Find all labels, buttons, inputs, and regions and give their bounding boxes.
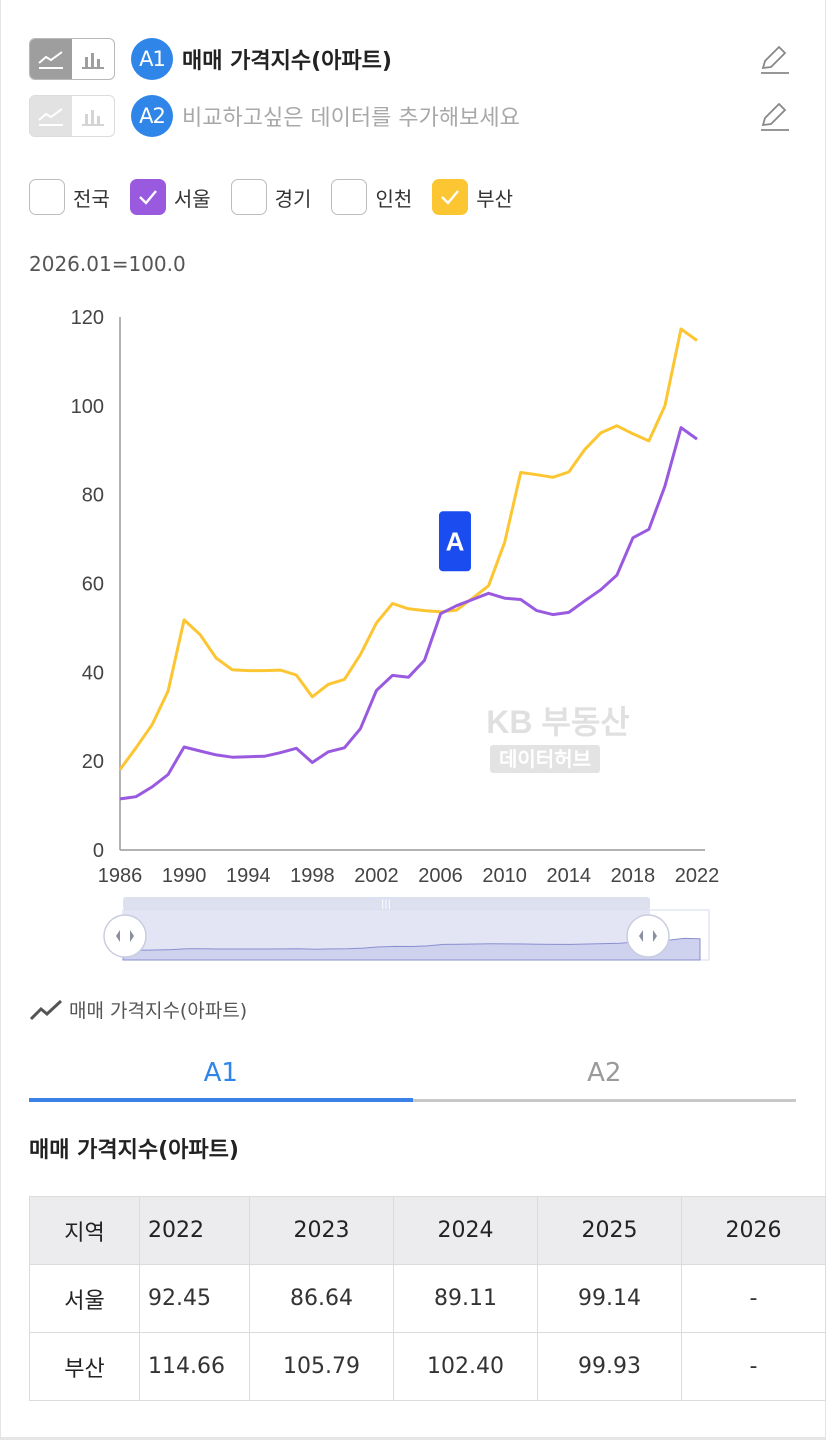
series-row-a2: A2 비교하고싶은 데이터를 추가해보세요 (29, 95, 520, 137)
region-label: 전국 (73, 186, 110, 211)
event-marker-label: A (446, 526, 465, 556)
y-tick-label: 100 (71, 396, 104, 418)
check-icon (441, 190, 460, 205)
y-tick-label: 20 (82, 751, 104, 773)
line-chart-icon[interactable] (30, 96, 72, 136)
cell-region: 부산 (29, 1332, 140, 1401)
region-incheon[interactable]: 인천 (331, 179, 412, 215)
region-filter: 전국 서울 경기 인천 부산 (29, 179, 533, 215)
watermark-logo-text: KB 부동산 (486, 704, 629, 740)
y-tick-label: 60 (82, 574, 104, 596)
checkbox[interactable] (230, 179, 267, 215)
watermark-sub-text: 데이터허브 (499, 748, 591, 771)
chart-type-toggle-a2[interactable] (29, 95, 115, 137)
pencil-icon (761, 102, 789, 131)
check-icon (138, 190, 157, 205)
region-nationwide[interactable]: 전국 (29, 179, 110, 215)
chart-type-toggle-a1[interactable] (29, 38, 115, 80)
cell-value: 99.14 (537, 1264, 682, 1333)
bar-chart-icon[interactable] (72, 39, 114, 79)
y-tick-label: 120 (71, 307, 104, 329)
table-title: 매매 가격지수(아파트) (29, 1138, 239, 1163)
x-tick-label: 2014 (547, 865, 592, 887)
cell-value: 92.45 (139, 1264, 250, 1333)
x-tick-label: 1990 (162, 865, 207, 887)
series-badge-a2: A2 (131, 95, 173, 137)
range-handle-left[interactable] (103, 914, 147, 958)
x-tick-label: 2022 (675, 865, 720, 887)
checkbox-checked[interactable] (432, 179, 469, 215)
y-tick-label: 80 (82, 485, 104, 507)
region-label: 경기 (274, 186, 312, 211)
watermark: KB 부동산 데이터허브 (486, 704, 630, 773)
header-year: 2025 (537, 1196, 682, 1265)
legend-label: 매매 가격지수(아파트) (69, 1000, 248, 1022)
x-tick-label: 2006 (418, 865, 463, 887)
y-tick-label: 0 (93, 840, 104, 862)
range-handle-right[interactable] (626, 914, 670, 958)
region-label: 서울 (173, 186, 211, 211)
tab-a1[interactable]: A1 (29, 1052, 413, 1102)
cell-value: 105.79 (249, 1332, 394, 1401)
series-label-a1[interactable]: 매매 가격지수(아파트) (182, 49, 392, 74)
x-tick-label: 1998 (290, 865, 335, 887)
region-busan[interactable]: 부산 (432, 179, 513, 215)
table-tabs: A1 A2 (29, 1052, 796, 1102)
tab-a2[interactable]: A2 (412, 1052, 796, 1102)
cell-value: 99.93 (537, 1332, 682, 1401)
x-tick-label: 1986 (98, 865, 143, 887)
line-chart-icon[interactable] (30, 39, 72, 79)
table-header-row: 지역 2022 2023 2024 2025 2026 (29, 1196, 826, 1265)
checkbox-checked[interactable] (129, 179, 166, 215)
series-line-busan[interactable] (118, 327, 698, 771)
series-row-a1: A1 매매 가격지수(아파트) (29, 38, 392, 80)
cell-value: - (681, 1264, 826, 1333)
region-gyeonggi[interactable]: 경기 (230, 179, 312, 215)
checkbox[interactable] (29, 179, 65, 215)
header-year: 2024 (393, 1196, 538, 1265)
line-series-icon (29, 999, 63, 1020)
region-label: 부산 (476, 186, 514, 211)
pencil-icon (761, 45, 789, 74)
series-label-a2[interactable]: 비교하고싶은 데이터를 추가해보세요 (182, 106, 520, 131)
header-year: 2023 (249, 1196, 394, 1265)
region-label: 인천 (375, 186, 413, 211)
cell-value: 89.11 (393, 1264, 538, 1333)
edit-series-a1-button[interactable] (756, 41, 792, 77)
x-tick-label: 2002 (354, 865, 399, 887)
cell-value: - (681, 1332, 826, 1401)
svg-text:|||: ||| (381, 899, 391, 910)
table-row: 서울 92.45 86.64 89.11 99.14 - (29, 1264, 826, 1333)
table-row: 부산 114.66 105.79 102.40 99.93 - (29, 1332, 826, 1401)
event-marker[interactable]: A (438, 511, 471, 572)
header-region: 지역 (29, 1196, 140, 1265)
watermark-badge (490, 745, 600, 773)
x-tick-label: 2010 (482, 865, 527, 887)
cell-value: 114.66 (139, 1332, 250, 1401)
header-year: 2026 (681, 1196, 826, 1265)
series-line-seoul[interactable] (119, 426, 698, 801)
data-table: 지역 2022 2023 2024 2025 2026 서울 92.45 86.… (29, 1196, 826, 1401)
base-index-note: 2026.01=100.0 (29, 252, 186, 276)
x-tick-label: 1994 (226, 865, 271, 887)
x-tick-label: 2018 (611, 865, 656, 887)
price-index-chart[interactable]: 0 20 40 60 80 100 120 1986 1990 1994 1998 2002 2006… (0, 290, 826, 980)
series-badge-a1: A1 (131, 38, 173, 80)
chart-legend: 매매 가격지수(아파트) (29, 996, 247, 1023)
edit-series-a2-button[interactable] (756, 98, 792, 134)
range-navigator[interactable]: ||| (103, 897, 710, 961)
y-tick-label: 40 (82, 662, 104, 684)
cell-value: 86.64 (249, 1264, 394, 1333)
checkbox[interactable] (331, 179, 368, 215)
range-scrollbar[interactable] (123, 897, 650, 910)
cell-region: 서울 (29, 1264, 140, 1333)
header-year: 2022 (139, 1196, 250, 1265)
bar-chart-icon[interactable] (72, 96, 114, 136)
region-seoul[interactable]: 서울 (129, 179, 211, 215)
cell-value: 102.40 (393, 1332, 538, 1401)
